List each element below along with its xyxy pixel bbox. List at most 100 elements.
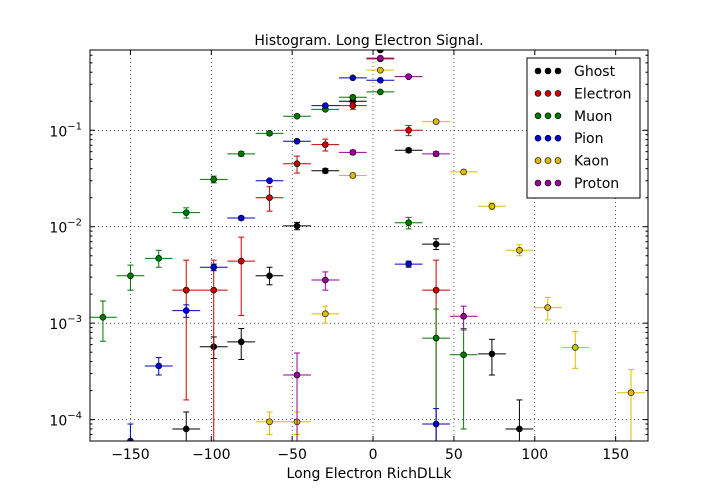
series-pion [116, 74, 451, 441]
ticks: −150 −100 −50 0 50 100 150 10−4 10−3 10−2 10−1 [49, 50, 648, 463]
legend-item-ghost: Ghost [534, 64, 616, 80]
legend-label: Proton [574, 176, 619, 192]
data-point [311, 271, 340, 291]
data-point [422, 150, 451, 158]
data-point [338, 74, 367, 82]
legend-marker [534, 90, 542, 97]
data-point [255, 266, 284, 286]
legend-marker [554, 134, 562, 142]
data-point [90, 300, 117, 342]
data-point [311, 102, 340, 109]
data-point [116, 264, 145, 291]
data-point [478, 338, 506, 376]
series-proton [283, 54, 478, 441]
data-point [199, 263, 228, 272]
legend-label: Muon [574, 109, 612, 125]
data-point [449, 305, 478, 331]
data-point [144, 357, 173, 376]
legend-marker [554, 157, 562, 164]
data-point [172, 411, 201, 441]
data-point [311, 167, 340, 175]
legend-marker [544, 134, 552, 142]
data-point [311, 305, 340, 324]
data-point [366, 54, 395, 62]
legend-item-electron: Electron [534, 86, 631, 102]
data-point [449, 168, 478, 176]
y-tick-label: 10−1 [49, 121, 82, 140]
data-point [283, 137, 311, 145]
legend-marker [554, 67, 562, 75]
legend-marker [534, 112, 542, 120]
chart-title: Histogram. Long Electron Signal. [254, 33, 483, 49]
data-point [366, 88, 395, 96]
data-point [449, 328, 478, 430]
legend-label: Ghost [574, 64, 616, 80]
data-point [505, 244, 534, 257]
legend: Ghost Electron Muon Pion Kaon Proton [526, 57, 641, 199]
data-point [338, 93, 367, 101]
legend-marker [534, 67, 542, 75]
legend-marker [554, 179, 562, 187]
data-point [394, 73, 423, 80]
data-point [394, 125, 423, 137]
data-point [199, 175, 228, 184]
legend-marker [534, 179, 542, 187]
legend-box [526, 57, 641, 199]
data-point [283, 112, 311, 120]
data-point [255, 177, 284, 185]
x-tick-label: 50 [445, 447, 463, 463]
data-point [283, 352, 311, 441]
series-muon [90, 88, 478, 441]
data-point [144, 249, 173, 268]
data-point [338, 101, 367, 110]
legend-label: Electron [574, 86, 631, 102]
data-point [394, 147, 423, 154]
x-tick-label: −150 [111, 447, 149, 463]
data-point [561, 330, 590, 369]
data-point [255, 130, 284, 137]
data-point [338, 149, 367, 156]
data-point [227, 236, 256, 317]
data-point [422, 408, 451, 441]
data-point [533, 296, 562, 321]
legend-marker [554, 112, 562, 120]
legend-marker [544, 67, 552, 75]
x-tick-label: 100 [521, 447, 548, 463]
data-point [478, 202, 506, 211]
legend-label: Pion [574, 131, 603, 147]
data-point [283, 221, 311, 231]
x-tick-label: −50 [277, 447, 307, 463]
legend-marker [534, 157, 542, 164]
data-point [617, 369, 645, 441]
data-point [422, 118, 451, 125]
legend-marker [544, 157, 552, 164]
data-point [199, 259, 228, 441]
data-point [255, 186, 284, 212]
data-series [90, 50, 645, 441]
y-tick-label: 10−4 [49, 411, 82, 430]
x-axis-label: Long Electron RichDLLk [287, 466, 453, 482]
legend-item-pion: Pion [534, 131, 603, 147]
legend-marker [544, 112, 552, 120]
legend-label: Kaon [574, 154, 609, 170]
x-tick-label: 0 [369, 447, 378, 463]
y-tick-label: 10−2 [49, 218, 82, 237]
legend-marker [544, 179, 552, 187]
legend-marker [544, 90, 552, 97]
data-point [366, 66, 395, 74]
data-point [255, 411, 284, 436]
data-point [394, 260, 423, 268]
data-point [172, 304, 201, 318]
x-tick-label: −100 [192, 447, 230, 463]
data-point [311, 138, 340, 152]
data-point [505, 399, 534, 441]
data-point [366, 76, 395, 84]
data-point [283, 155, 311, 174]
y-tick-label: 10−3 [49, 314, 82, 333]
legend-marker [534, 134, 542, 142]
data-point [227, 328, 256, 360]
data-point [227, 150, 256, 158]
data-point [394, 216, 423, 230]
legend-item-proton: Proton [534, 176, 619, 192]
